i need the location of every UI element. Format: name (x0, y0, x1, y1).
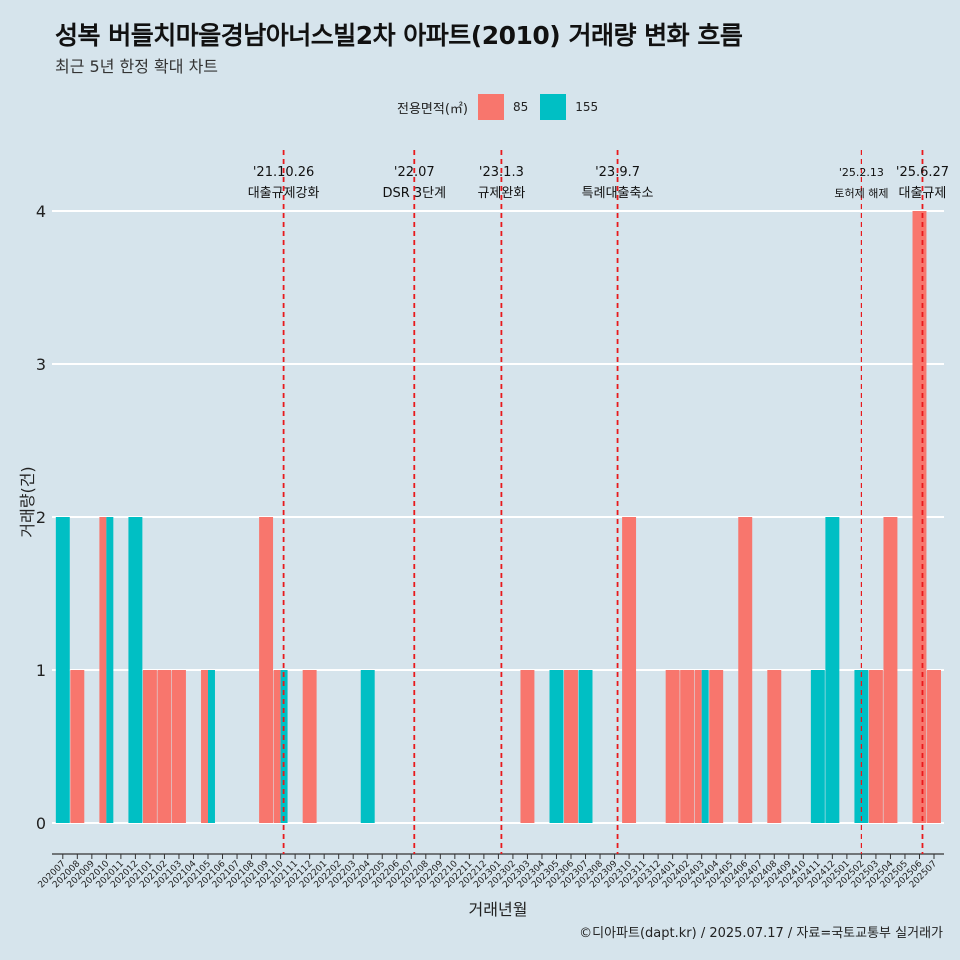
bar-155-202411 (810, 670, 825, 823)
event-label: 대출규제 (899, 186, 947, 201)
bar-85-202109 (259, 517, 274, 823)
y-tick-label: 4 (36, 202, 46, 221)
bar-85-202010 (99, 517, 107, 823)
event-date: '22.07 (394, 165, 435, 180)
bar-85-202303 (520, 670, 535, 823)
event-label: DSR 3단계 (382, 186, 446, 201)
event-date: '21.10.26 (253, 165, 314, 180)
legend-label-155: 155 (575, 100, 599, 114)
event-date: '25.2.13 (839, 166, 884, 179)
y-tick-label: 2 (36, 508, 46, 527)
chart-title: 성복 버들치마을경남아너스빌2차 아파트(2010) 거래량 변화 흐름 (55, 21, 743, 50)
event-date: '23.1.3 (479, 165, 524, 180)
bar-155-202010 (106, 517, 114, 823)
bar-85-202507 (927, 670, 941, 823)
bar-85-202504 (883, 517, 898, 823)
bar-85-202403 (694, 670, 702, 823)
bar-155-202012 (128, 517, 143, 823)
bar-155-202403 (701, 670, 709, 823)
bar-85-202101 (142, 670, 157, 823)
bar-85-202406 (738, 517, 753, 823)
legend-key-155 (540, 94, 567, 120)
bar-155-202105 (208, 670, 215, 823)
legend-label-85: 85 (512, 100, 529, 114)
bar-85-202102 (157, 670, 172, 823)
bar-85-202401 (665, 670, 680, 823)
event-label: 규제완화 (477, 186, 525, 201)
y-axis-title: 거래량(건) (18, 466, 37, 537)
event-label: 대출규제강화 (248, 186, 320, 201)
y-tick-label: 0 (36, 814, 46, 833)
bar-85-202008 (70, 670, 85, 823)
bar-85-202112 (302, 670, 317, 823)
bar-85-202408 (767, 670, 782, 823)
bar-155-202204 (360, 670, 375, 823)
bar-155-202412 (825, 517, 840, 823)
y-tick-label: 3 (36, 355, 46, 374)
event-date: '25.6.27 (896, 165, 949, 180)
bar-155-202007 (55, 517, 70, 823)
legend: 전용면적(㎡) 85 155 (397, 93, 610, 121)
y-tick-label: 1 (36, 661, 46, 680)
bar-155-202307 (578, 670, 593, 823)
source-footer: ©디아파트(dapt.kr) / 2025.07.17 / 자료=국토교통부 실… (579, 926, 943, 941)
legend-title: 전용면적(㎡) (397, 101, 468, 117)
bar-85-202306 (564, 670, 578, 823)
x-axis-title: 거래년월 (469, 900, 528, 919)
bar-85-202402 (680, 670, 695, 823)
event-label: 특례대출축소 (582, 186, 654, 201)
bar-85-202110 (273, 670, 281, 823)
event-date: '23.9.7 (595, 165, 640, 180)
chart-subtitle: 최근 5년 한정 확대 차트 (55, 57, 219, 76)
bar-85-202404 (709, 670, 724, 823)
bar-85-202503 (868, 670, 883, 823)
legend-key-85 (477, 94, 504, 120)
bar-85-202105 (201, 670, 208, 823)
bar-85-202103 (171, 670, 186, 823)
bar-155-202305 (549, 670, 564, 823)
bar-85-202506 (912, 211, 927, 823)
event-label: 토허제 해제 (834, 186, 888, 200)
bar-85-202310 (622, 517, 637, 823)
